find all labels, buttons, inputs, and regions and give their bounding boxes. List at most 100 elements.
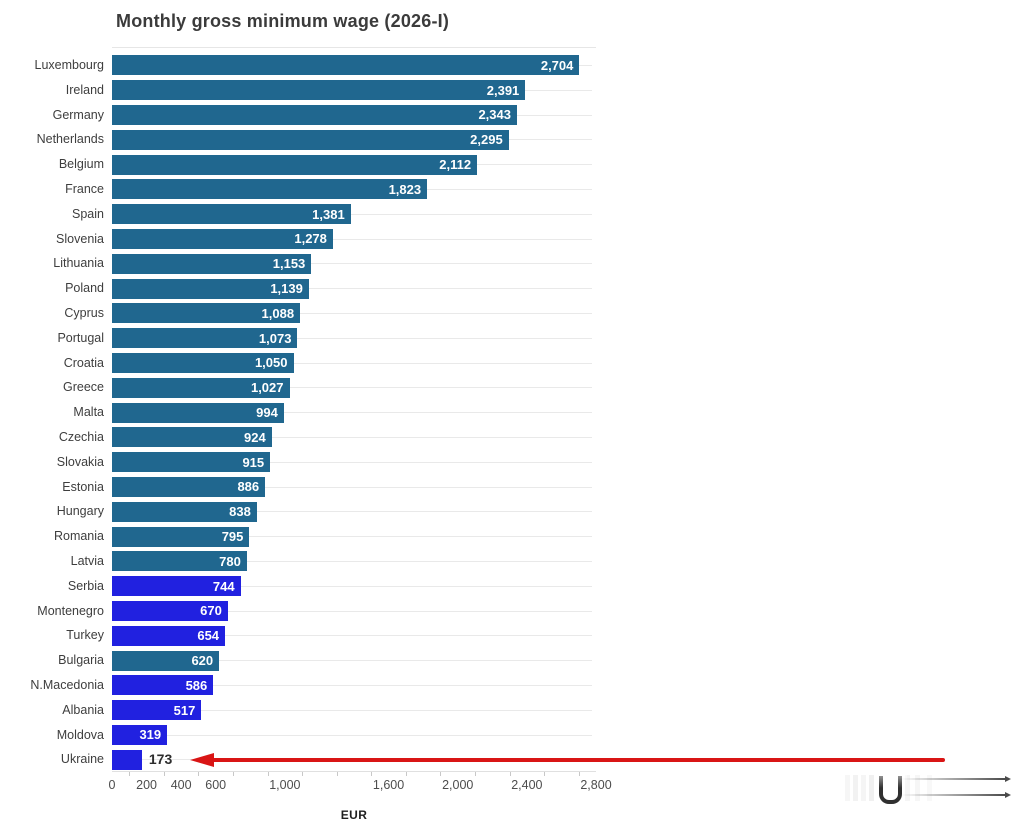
- minor-tick: [509, 772, 511, 776]
- minor-tick: [371, 772, 373, 776]
- chart-row: Germany 2,343: [0, 103, 1033, 128]
- country-label: Malta: [73, 405, 104, 420]
- chart-row: Malta 994: [0, 400, 1033, 425]
- row-guide-line: [112, 263, 592, 265]
- value-label: 173: [148, 751, 173, 768]
- wage-bar: 1,381: [112, 204, 351, 225]
- value-label: 780: [219, 553, 241, 569]
- row-guide-line: [112, 734, 592, 736]
- wage-bar: 586: [112, 675, 214, 696]
- row-guide-line: [112, 387, 592, 389]
- red-arrow-shaft: [212, 757, 945, 762]
- wage-bar: 838: [112, 501, 257, 522]
- country-label: Slovakia: [56, 454, 104, 469]
- wage-bar: 1,139: [112, 278, 309, 299]
- value-label: 795: [221, 529, 244, 545]
- wage-bar: 744: [112, 576, 241, 597]
- chart-row: Slovenia 1,278: [0, 227, 1033, 252]
- row-guide-line: [112, 412, 592, 414]
- row-guide-line: [112, 660, 592, 662]
- value-label: 2,295: [470, 132, 503, 148]
- x-axis-line: [112, 771, 596, 772]
- watermark-arrow-line: [901, 778, 1005, 780]
- row-guide-line: [112, 684, 592, 686]
- chart-row: Spain 1,381: [0, 202, 1033, 227]
- chart-row: Turkey 654: [0, 623, 1033, 648]
- value-label: 319: [139, 727, 162, 743]
- watermark-stroke: [869, 775, 874, 801]
- chart-row: Lithuania 1,153: [0, 251, 1033, 276]
- minor-tick: [267, 772, 269, 776]
- chart-row: Romania 795: [0, 524, 1033, 549]
- value-label: 886: [237, 479, 260, 495]
- value-label: 1,073: [258, 330, 292, 346]
- value-label: 994: [256, 405, 278, 421]
- wage-bar: 924: [112, 427, 272, 448]
- watermark-stroke: [861, 775, 866, 801]
- row-guide-line: [112, 312, 592, 314]
- x-tick-label: 2,000: [442, 778, 474, 792]
- wage-bar: 319: [112, 724, 168, 745]
- country-label: Bulgaria: [58, 653, 104, 668]
- row-guide-line: [112, 610, 592, 612]
- wage-bar: 1,050: [112, 352, 294, 373]
- wage-bar: 1,153: [112, 253, 312, 274]
- x-tick-label: 400: [170, 778, 192, 792]
- value-label: 1,088: [261, 305, 295, 321]
- country-label: N.Macedonia: [30, 677, 104, 692]
- wage-bar: 517: [112, 700, 202, 721]
- country-label: Ireland: [65, 82, 104, 97]
- chart-row: Cyprus 1,088: [0, 301, 1033, 326]
- value-label: 2,704: [540, 57, 574, 73]
- country-label: France: [65, 181, 104, 196]
- wage-bar: 620: [112, 650, 220, 671]
- watermark-arrow-line: [901, 794, 1005, 796]
- x-tick-label: 1,000: [269, 778, 301, 792]
- minor-tick: [578, 772, 580, 776]
- country-label: Romania: [53, 529, 104, 544]
- x-tick-label: 200: [136, 778, 157, 792]
- country-label: Hungary: [56, 504, 104, 519]
- minor-tick: [198, 772, 200, 776]
- watermark-stroke: [853, 775, 858, 801]
- wage-bar: 795: [112, 526, 250, 547]
- x-axis-title: EUR: [340, 808, 368, 822]
- country-label: Moldova: [56, 727, 104, 742]
- chart-row: Croatia 1,050: [0, 351, 1033, 376]
- minor-tick: [475, 772, 476, 776]
- row-guide-line: [112, 560, 592, 562]
- watermark-u-glyph: [879, 776, 902, 804]
- chart-row: Estonia 886: [0, 475, 1033, 500]
- row-guide-line: [112, 709, 592, 711]
- chart-row: Luxembourg 2,704: [0, 53, 1033, 78]
- wage-bar: 1,088: [112, 303, 301, 324]
- value-label: 654: [197, 628, 220, 644]
- country-label: Turkey: [66, 628, 104, 643]
- minor-tick: [233, 772, 234, 776]
- row-guide-line: [112, 585, 592, 587]
- wage-bar: 1,823: [112, 179, 428, 200]
- chart-row: Moldova 319: [0, 723, 1033, 748]
- x-tick-label: 2,400: [511, 778, 543, 792]
- country-label: Greece: [63, 380, 104, 395]
- wage-bar: 2,295: [112, 129, 509, 150]
- value-label: 924: [244, 429, 266, 445]
- country-label: Lithuania: [53, 256, 104, 271]
- country-label: Croatia: [63, 355, 104, 370]
- value-label: 1,381: [312, 206, 345, 222]
- row-guide-line: [112, 536, 592, 538]
- row-guide-line: [112, 238, 592, 240]
- value-label: 744: [212, 578, 235, 594]
- x-axis: 0 200 400 600 1,000 1,600 2,000 2,400 2,800: [109, 771, 612, 795]
- wage-bar: 2,704: [112, 55, 580, 76]
- country-label: Czechia: [58, 429, 104, 444]
- country-label: Belgium: [58, 157, 104, 172]
- chart-row: Hungary 838: [0, 499, 1033, 524]
- chart-row: Bulgaria 620: [0, 648, 1033, 673]
- wage-bar: 886: [112, 476, 266, 497]
- country-label: Netherlands: [36, 132, 104, 147]
- chart-row: Montenegro 670: [0, 599, 1033, 624]
- wage-bar: 915: [112, 452, 271, 473]
- wage-bar: 654: [112, 625, 226, 646]
- country-label: Serbia: [67, 578, 104, 593]
